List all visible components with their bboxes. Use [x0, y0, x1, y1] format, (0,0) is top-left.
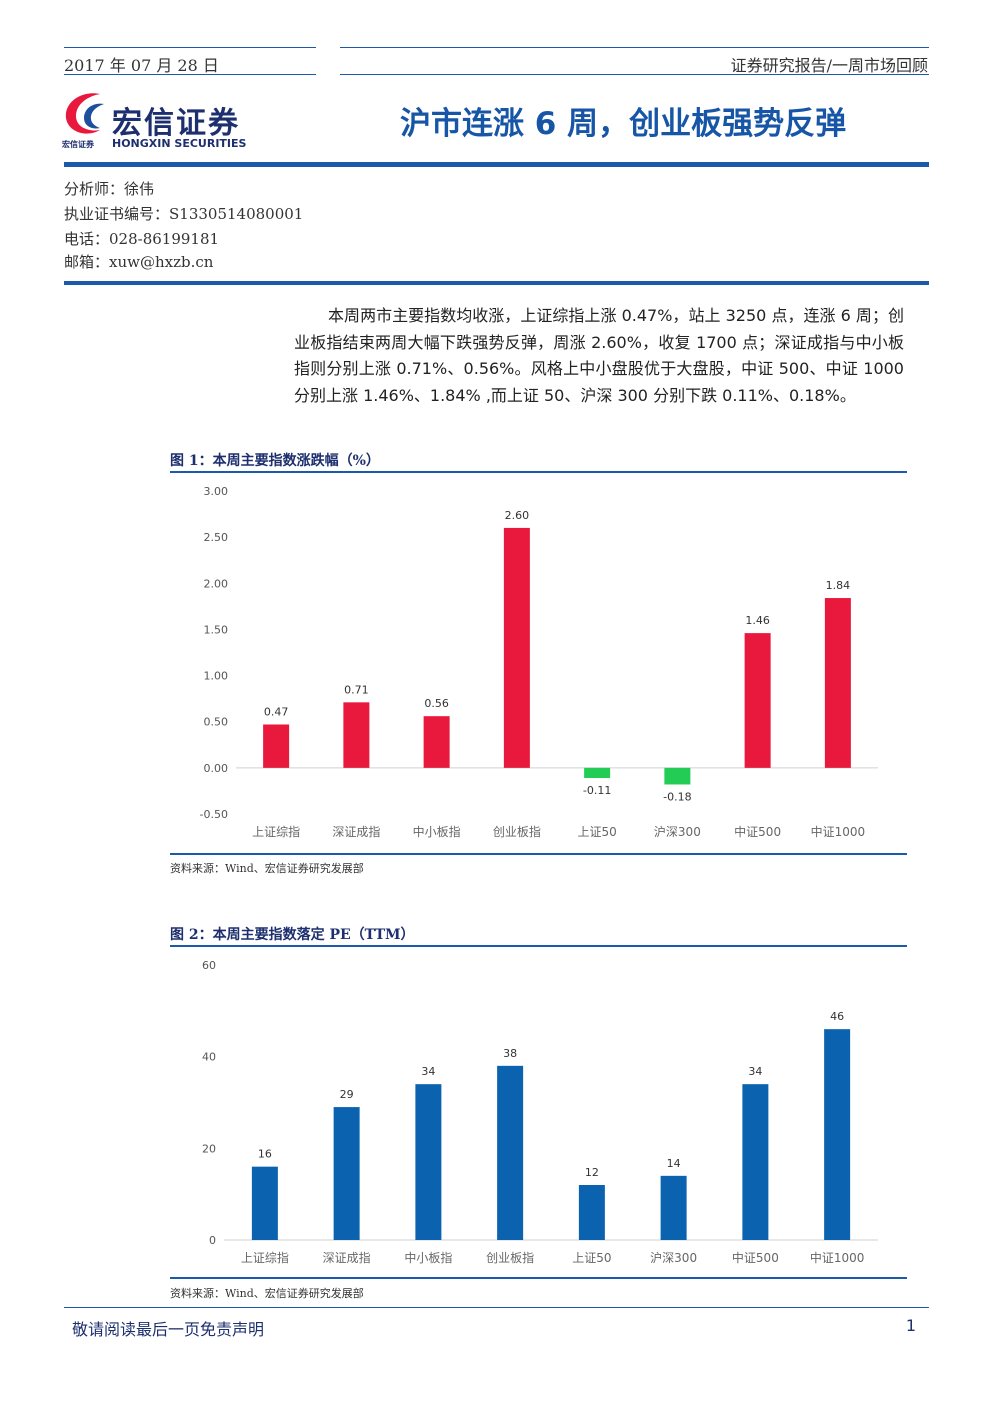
header-rule-left-bottom — [64, 74, 316, 75]
bar — [263, 724, 290, 768]
y-tick-label: -0.50 — [200, 808, 228, 821]
report-date: 2017 年 07 月 28 日 — [64, 56, 219, 75]
category-label: 中证1000 — [810, 1250, 865, 1265]
footer-rule — [64, 1307, 929, 1308]
bar — [660, 1175, 687, 1240]
y-tick-label: 0 — [209, 1234, 216, 1247]
data-label: 12 — [585, 1166, 599, 1179]
report-title: 沪市连涨 6 周，创业板强势反弹 — [400, 106, 847, 142]
data-label: 1.46 — [745, 614, 770, 627]
logo-small-text: 宏信证券 — [62, 140, 94, 149]
y-tick-label: 20 — [202, 1142, 216, 1155]
figure-2-source: 资料来源：Wind、宏信证券研究发展部 — [170, 1287, 364, 1300]
figure-2-top-rule — [170, 945, 907, 947]
category-label: 创业板指 — [493, 824, 541, 839]
bar — [415, 1084, 442, 1240]
category-label: 沪深300 — [654, 825, 701, 839]
y-tick-label: 60 — [202, 959, 216, 972]
y-tick-label: 2.50 — [204, 531, 229, 544]
category-label: 上证50 — [572, 1251, 611, 1265]
analyst-license: 执业证书编号：S1330514080001 — [64, 205, 304, 223]
logo-name-en: HONGXIN SECURITIES — [112, 137, 247, 150]
data-label: 34 — [421, 1065, 435, 1078]
figure-2-bottom-rule — [170, 1277, 907, 1279]
analyst-phone: 电话：028-86199181 — [64, 230, 220, 248]
bar — [744, 633, 771, 768]
figure-2-title: 图 2：本周主要指数落定 PE（TTM） — [170, 927, 415, 943]
report-type: 证券研究报告/一周市场回顾 — [730, 56, 928, 75]
category-label: 中小板指 — [413, 824, 461, 839]
data-label: 34 — [748, 1065, 762, 1078]
data-label: 1.84 — [826, 579, 851, 592]
bar — [423, 716, 450, 768]
data-label: 29 — [340, 1088, 354, 1101]
category-label: 创业板指 — [486, 1250, 534, 1265]
bar — [664, 767, 691, 785]
category-label: 中证500 — [732, 1250, 779, 1265]
summary-paragraph: 本周两市主要指数均收涨，上证综指上涨 0.47%，站上 3250 点，连涨 6 … — [294, 306, 904, 405]
y-tick-label: 1.50 — [204, 623, 229, 636]
y-tick-label: 3.00 — [204, 485, 229, 498]
bar — [503, 527, 530, 768]
page-number: 1 — [905, 1316, 916, 1335]
header-rule-right-top — [340, 47, 929, 48]
bar — [742, 1084, 769, 1240]
y-tick-label: 0.50 — [204, 716, 229, 729]
footer-disclaimer: 敬请阅读最后一页免责声明 — [72, 1320, 265, 1339]
category-label: 上证综指 — [241, 1250, 289, 1265]
bar — [578, 1185, 605, 1240]
data-label: 2.60 — [505, 509, 530, 522]
data-label: 14 — [667, 1157, 681, 1170]
analyst-email: 邮箱：xuw@hxzb.cn — [64, 253, 214, 271]
data-label: 38 — [503, 1047, 517, 1060]
title-divider — [64, 162, 929, 167]
data-label: 0.47 — [264, 705, 289, 718]
y-tick-label: 0.00 — [204, 762, 229, 775]
bar — [333, 1107, 360, 1240]
data-label: 0.56 — [424, 697, 449, 710]
bar — [343, 702, 370, 768]
category-label: 沪深300 — [650, 1251, 697, 1265]
figure-2-chart: 0 20 40 60 16 上证综指 29 深证成指 34 中小板指 38 创业板指 12 上证50 14 沪… — [202, 959, 878, 1265]
analyst-name: 分析师：徐伟 — [64, 180, 155, 198]
bar — [824, 598, 851, 768]
bar — [497, 1065, 524, 1240]
data-label: 0.71 — [344, 683, 369, 696]
category-label: 中证500 — [734, 824, 781, 839]
header-rule-right-bottom — [340, 74, 929, 75]
figure-1-title: 图 1：本周主要指数涨跌幅（%） — [170, 453, 380, 469]
category-label: 中小板指 — [404, 1250, 452, 1265]
data-label: 16 — [258, 1148, 272, 1161]
data-label: -0.18 — [663, 790, 691, 803]
info-divider — [64, 281, 929, 285]
category-label: 中证1000 — [811, 824, 866, 839]
figure-1-source: 资料来源：Wind、宏信证券研究发展部 — [170, 862, 364, 875]
bar — [824, 1029, 851, 1240]
y-tick-label: 1.00 — [204, 670, 229, 683]
y-tick-label: 40 — [202, 1051, 216, 1064]
header-rule-left-top — [64, 47, 316, 48]
data-label: -0.11 — [583, 784, 611, 797]
logo-name-cn: 宏信证券 — [112, 106, 240, 141]
hongxin-logo-icon — [65, 93, 104, 134]
figure-1-top-rule — [170, 471, 907, 473]
category-label: 深证成指 — [332, 824, 380, 839]
category-label: 上证50 — [577, 825, 616, 839]
y-tick-label: 2.00 — [204, 577, 229, 590]
bar — [584, 767, 611, 779]
figure-1-bottom-rule — [170, 853, 907, 855]
category-label: 深证成指 — [323, 1250, 371, 1265]
data-label: 46 — [830, 1010, 844, 1023]
category-label: 上证综指 — [252, 824, 300, 839]
figure-1-chart: -0.50 0.00 0.50 1.00 1.50 2.00 2.50 3.00 0.47 上证综… — [200, 485, 878, 839]
bar — [251, 1166, 278, 1240]
